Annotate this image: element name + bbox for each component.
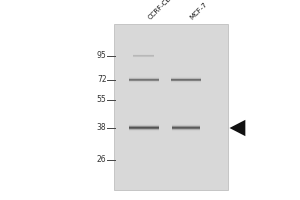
Text: MCF-7: MCF-7 [189, 1, 209, 21]
Bar [134, 55, 154, 56]
Text: 95: 95 [97, 51, 106, 60]
Bar [129, 81, 159, 82]
Bar [129, 124, 159, 125]
Text: 26: 26 [97, 156, 106, 164]
Bar [129, 123, 159, 124]
Bar [129, 129, 159, 130]
Bar [129, 131, 159, 132]
Bar [134, 54, 154, 55]
Bar [172, 125, 200, 126]
Bar [129, 79, 159, 80]
Bar [172, 124, 200, 125]
Bar [171, 80, 201, 81]
Bar [129, 125, 159, 126]
Bar [114, 24, 228, 190]
Bar [171, 82, 201, 83]
Bar [129, 126, 159, 127]
Bar [129, 82, 159, 83]
Bar [171, 76, 201, 77]
Bar [171, 78, 201, 79]
Bar [171, 79, 201, 80]
Bar [172, 123, 200, 124]
Bar [172, 131, 200, 132]
Bar [171, 81, 201, 82]
Bar [172, 126, 200, 127]
Text: 38: 38 [97, 123, 106, 132]
Text: CCRF-CEM: CCRF-CEM [147, 0, 177, 21]
Bar [129, 78, 159, 79]
Text: 72: 72 [97, 75, 106, 84]
Bar [129, 80, 159, 81]
Bar [172, 129, 200, 130]
Bar [129, 130, 159, 131]
Text: 55: 55 [97, 96, 106, 104]
Bar [129, 127, 159, 128]
Bar [129, 76, 159, 77]
Bar [171, 77, 201, 78]
Bar [172, 130, 200, 131]
Polygon shape [230, 120, 245, 136]
Bar [172, 127, 200, 128]
Bar [172, 128, 200, 129]
Bar [134, 56, 154, 57]
Bar [129, 83, 159, 84]
Bar [171, 83, 201, 84]
Bar [129, 77, 159, 78]
Bar [129, 128, 159, 129]
Bar [134, 57, 154, 58]
